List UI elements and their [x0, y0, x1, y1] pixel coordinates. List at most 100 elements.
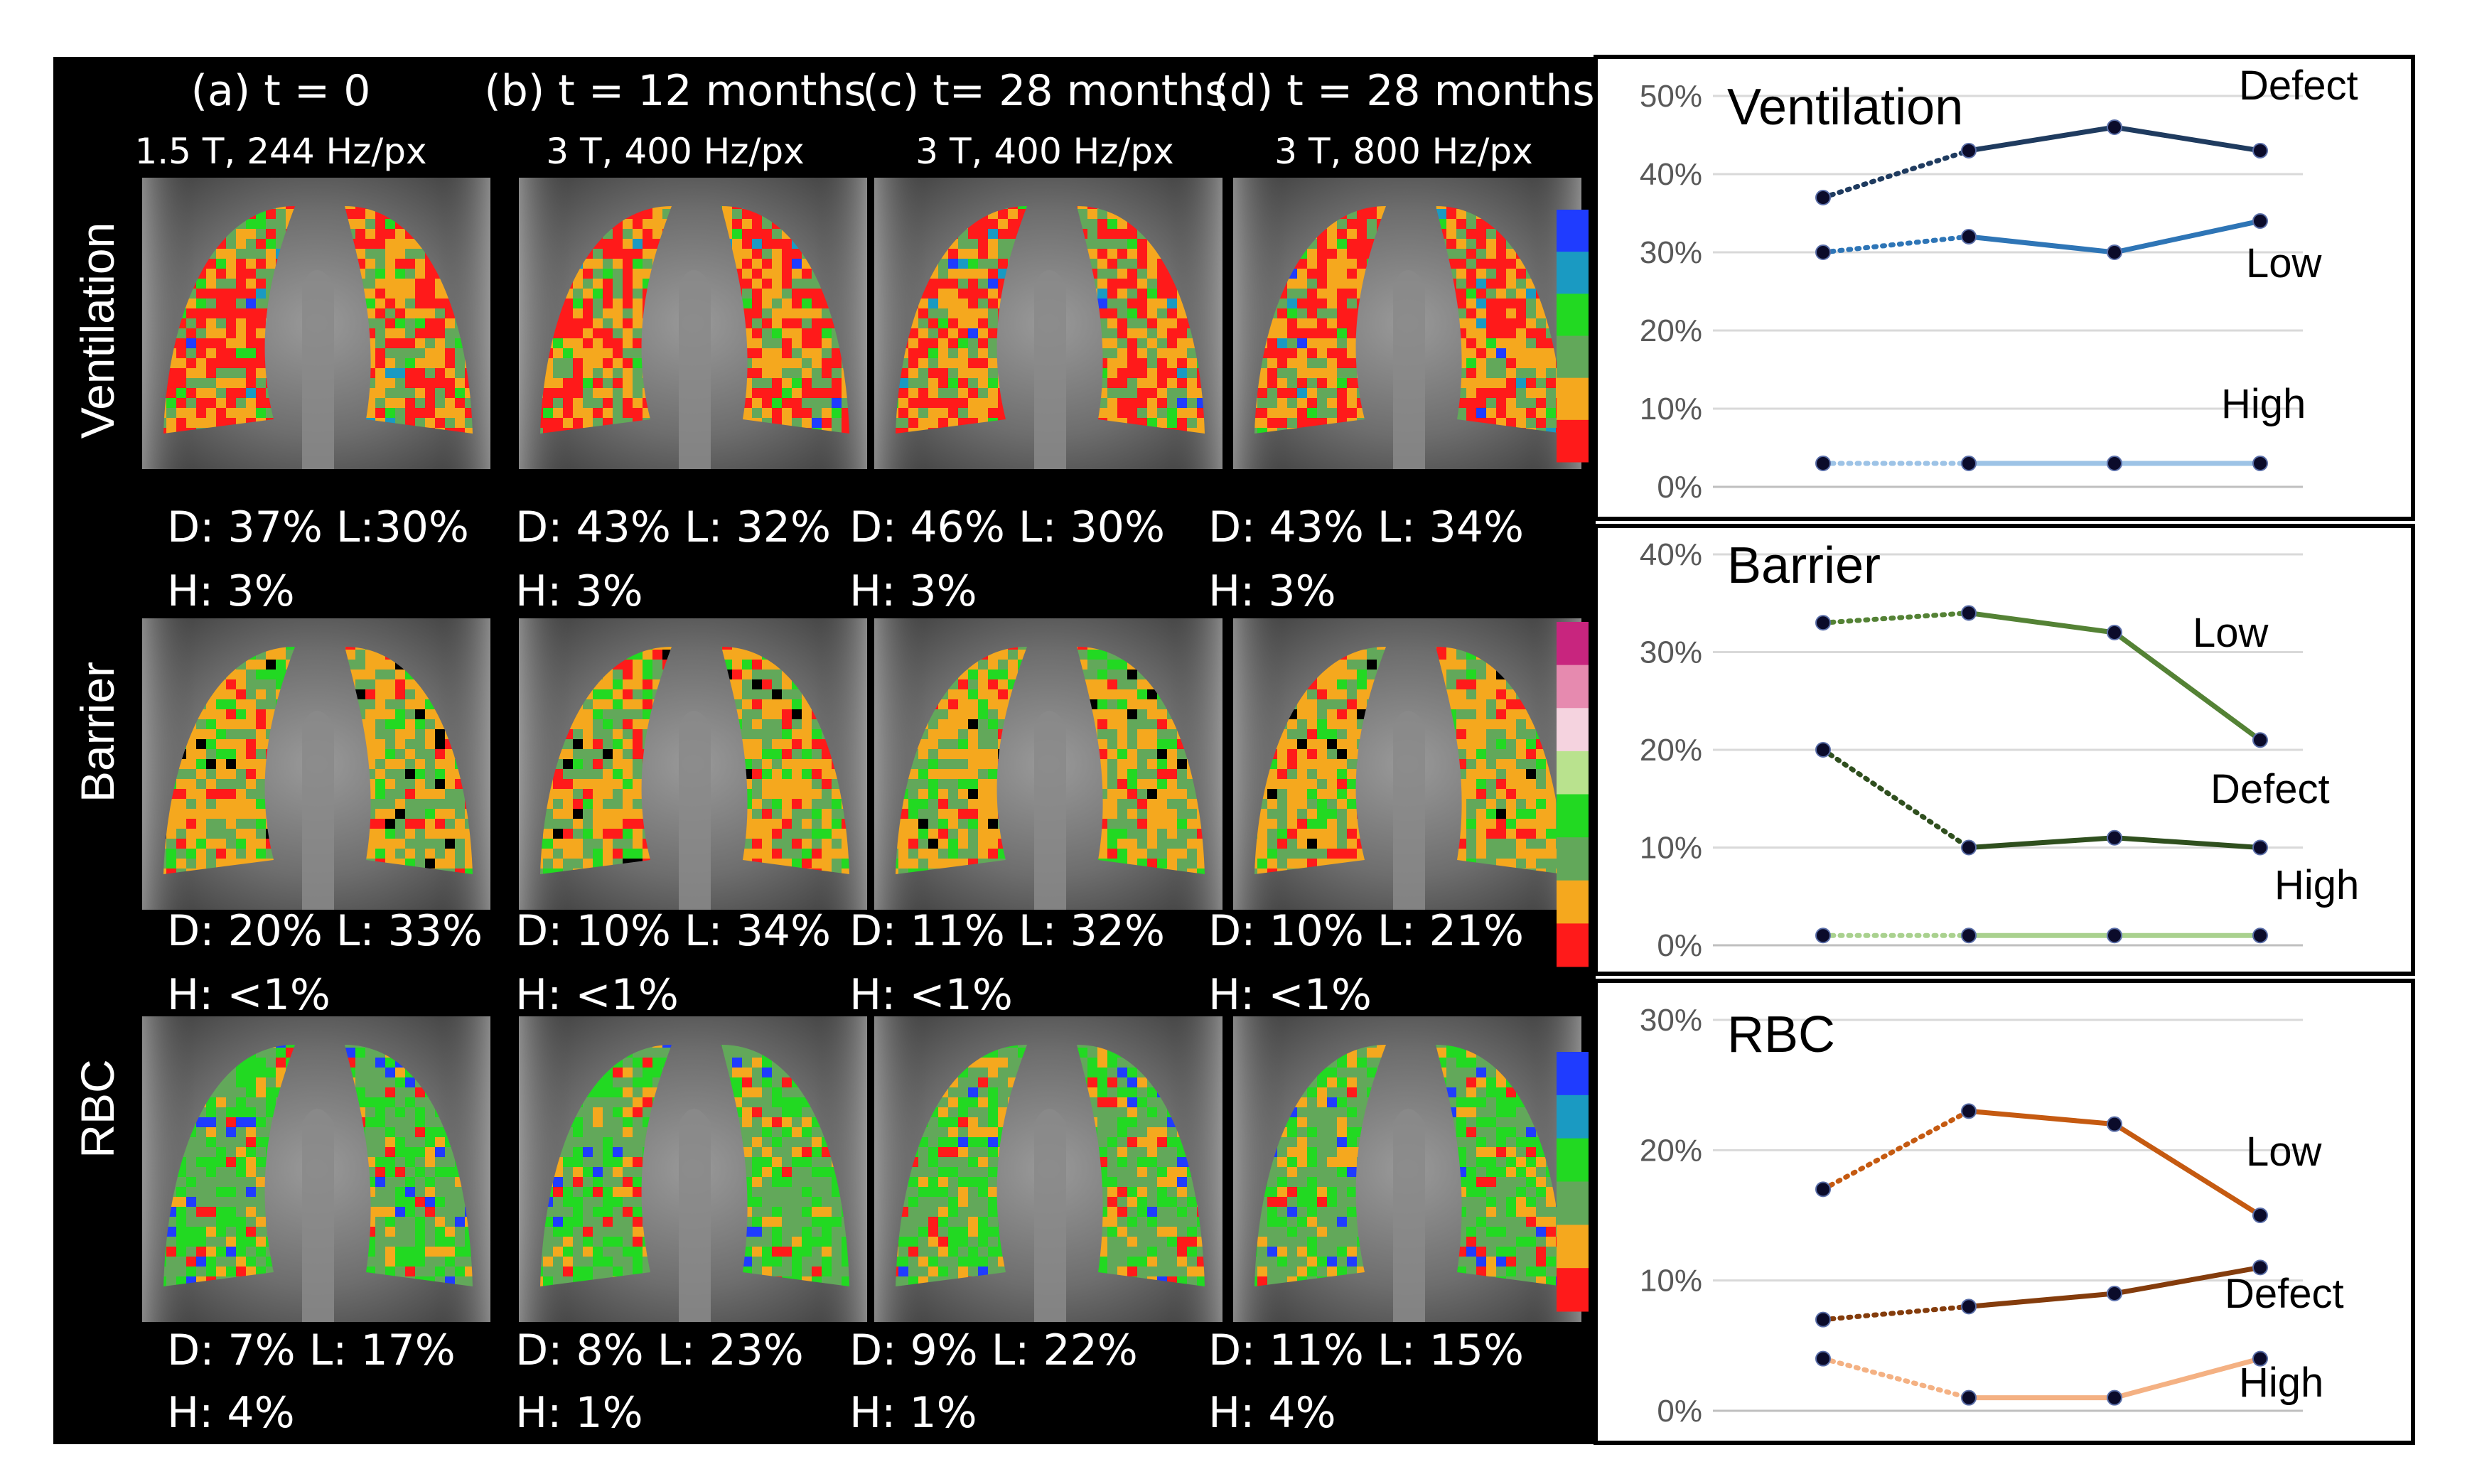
y-tick-label: 0%: [1657, 1394, 1702, 1429]
data-point: [2252, 839, 2268, 856]
data-point: [2107, 1116, 2122, 1132]
series-label: High: [2221, 381, 2306, 427]
series-label: Defect: [2225, 1271, 2344, 1317]
data-point: [2107, 244, 2122, 260]
series-label: Low: [2193, 610, 2269, 656]
mri-tile: [519, 178, 867, 469]
y-tick-label: 10%: [1640, 392, 1702, 426]
series-line-dotted: [1820, 1108, 1972, 1192]
data-point: [2252, 1350, 2268, 1367]
colorbar: [1557, 622, 1589, 967]
data-point: [1961, 229, 1977, 244]
colorbar: [1557, 1052, 1589, 1312]
chart-panel: 0% 10% 20% 30% 40% 50% Ventilation Defect Low Hig…: [1594, 55, 2415, 521]
mri-tile: [142, 618, 490, 910]
series-line-dotted: [1820, 1303, 1972, 1323]
colorbar-swatch: [1557, 708, 1589, 752]
mri-tile: [1233, 618, 1581, 910]
stat-high: H: <1%: [167, 970, 331, 1020]
series-line-dotted: [1820, 1356, 1972, 1401]
y-tick-label: 30%: [1640, 1003, 1702, 1038]
chart-panel: 0% 10% 20% 30% 40% Barrier Low Defect High: [1594, 524, 2415, 976]
data-point: [2252, 732, 2268, 748]
data-point: [1815, 615, 1831, 631]
series-label: Defect: [2239, 63, 2358, 109]
row-labels: Ventilation Barrier RBC: [71, 222, 124, 1158]
y-tick-label: 30%: [1640, 635, 1702, 670]
y-tick-label: 0%: [1657, 928, 1702, 963]
stat-high: H: 3%: [515, 566, 643, 616]
stat-high: H: <1%: [1208, 970, 1372, 1020]
stat-high: H: 1%: [849, 1388, 977, 1438]
colorbar-swatch: [1557, 210, 1589, 252]
data-point: [1815, 1350, 1831, 1367]
stat-defect-low: D: 46% L: 30%: [849, 502, 1165, 552]
data-point: [2252, 1208, 2268, 1223]
colorbar-swatch: [1557, 923, 1589, 967]
chart-panel: 0% 10% 20% 30% RBC Low Defect High: [1594, 979, 2415, 1445]
data-point: [2252, 213, 2268, 229]
y-tick-label: 20%: [1640, 313, 1702, 348]
colorbar-swatch: [1557, 1225, 1589, 1269]
column-subtitle: 1.5 T, 244 Hz/px: [134, 131, 426, 172]
data-point: [1815, 456, 1831, 471]
data-point: [1961, 839, 1977, 856]
data-point: [2107, 119, 2122, 135]
data-point: [2107, 1286, 2122, 1301]
mri-tile: [1233, 1016, 1581, 1322]
mri-tile: [142, 178, 490, 469]
column-title: (d) t = 28 months: [1213, 66, 1594, 116]
series-line-dotted: [1820, 611, 1972, 625]
colorbar-swatch: [1557, 622, 1589, 666]
mri-tile: [874, 178, 1222, 469]
data-point: [1961, 456, 1977, 471]
stat-defect-low: D: 43% L: 32%: [515, 502, 831, 552]
series-label: Low: [2246, 1129, 2323, 1175]
data-point: [2252, 456, 2268, 471]
stat-high: H: 3%: [1208, 566, 1336, 616]
column-headers: (a) t = 0 1.5 T, 244 Hz/px (b) t = 12 mont…: [134, 66, 1594, 172]
chart-frame: [1594, 979, 2415, 1445]
y-tick-label: 30%: [1640, 235, 1702, 270]
data-point: [1961, 1389, 1977, 1406]
stats-text: D: 37% L:30% H: 3% D: 43% L: 32% H: 3% D: 46…: [167, 502, 1524, 1438]
series-line-dotted: [1820, 148, 1972, 200]
data-point: [2107, 928, 2122, 944]
data-point: [1815, 1181, 1831, 1198]
mri-tile: [874, 618, 1222, 910]
data-point: [1815, 190, 1831, 205]
column-title: (c) t= 28 months: [862, 66, 1227, 116]
y-tick-label: 10%: [1640, 831, 1702, 866]
stat-defect-low: D: 43% L: 34%: [1208, 502, 1524, 552]
column-subtitle: 3 T, 400 Hz/px: [915, 131, 1173, 172]
colorbar-swatch: [1557, 252, 1589, 294]
colorbar-swatch: [1557, 335, 1589, 379]
colorbar-swatch: [1557, 794, 1589, 838]
series-line-dotted: [1820, 234, 1972, 255]
column-subtitle: 3 T, 800 Hz/px: [1274, 131, 1532, 172]
row-label: RBC: [71, 1059, 124, 1158]
mri-tile: [874, 1016, 1222, 1322]
stat-defect-low: D: 11% L: 32%: [849, 906, 1165, 956]
data-point: [2252, 143, 2268, 158]
chart-frame: [1594, 55, 2415, 521]
y-tick-label: 20%: [1640, 733, 1702, 768]
mri-image-grid: [142, 178, 1581, 1322]
colorbar-swatch: [1557, 1095, 1589, 1139]
data-point: [2107, 1389, 2122, 1406]
colorbar-swatch: [1557, 294, 1589, 336]
stat-high: H: 3%: [849, 566, 977, 616]
data-point: [1961, 1298, 1977, 1315]
data-point: [1815, 928, 1831, 944]
series-label: High: [2274, 862, 2359, 908]
column-subtitle: 3 T, 400 Hz/px: [546, 131, 804, 172]
stat-defect-low: D: 10% L: 34%: [515, 906, 831, 956]
stat-defect-low: D: 20% L: 33%: [167, 906, 483, 956]
colorbar-swatch: [1557, 1052, 1589, 1096]
colorbar-swatch: [1557, 880, 1589, 924]
colorbar: [1557, 210, 1589, 463]
stat-defect-low: D: 7% L: 17%: [167, 1326, 456, 1375]
data-point: [2107, 625, 2122, 640]
data-point: [2252, 928, 2268, 944]
